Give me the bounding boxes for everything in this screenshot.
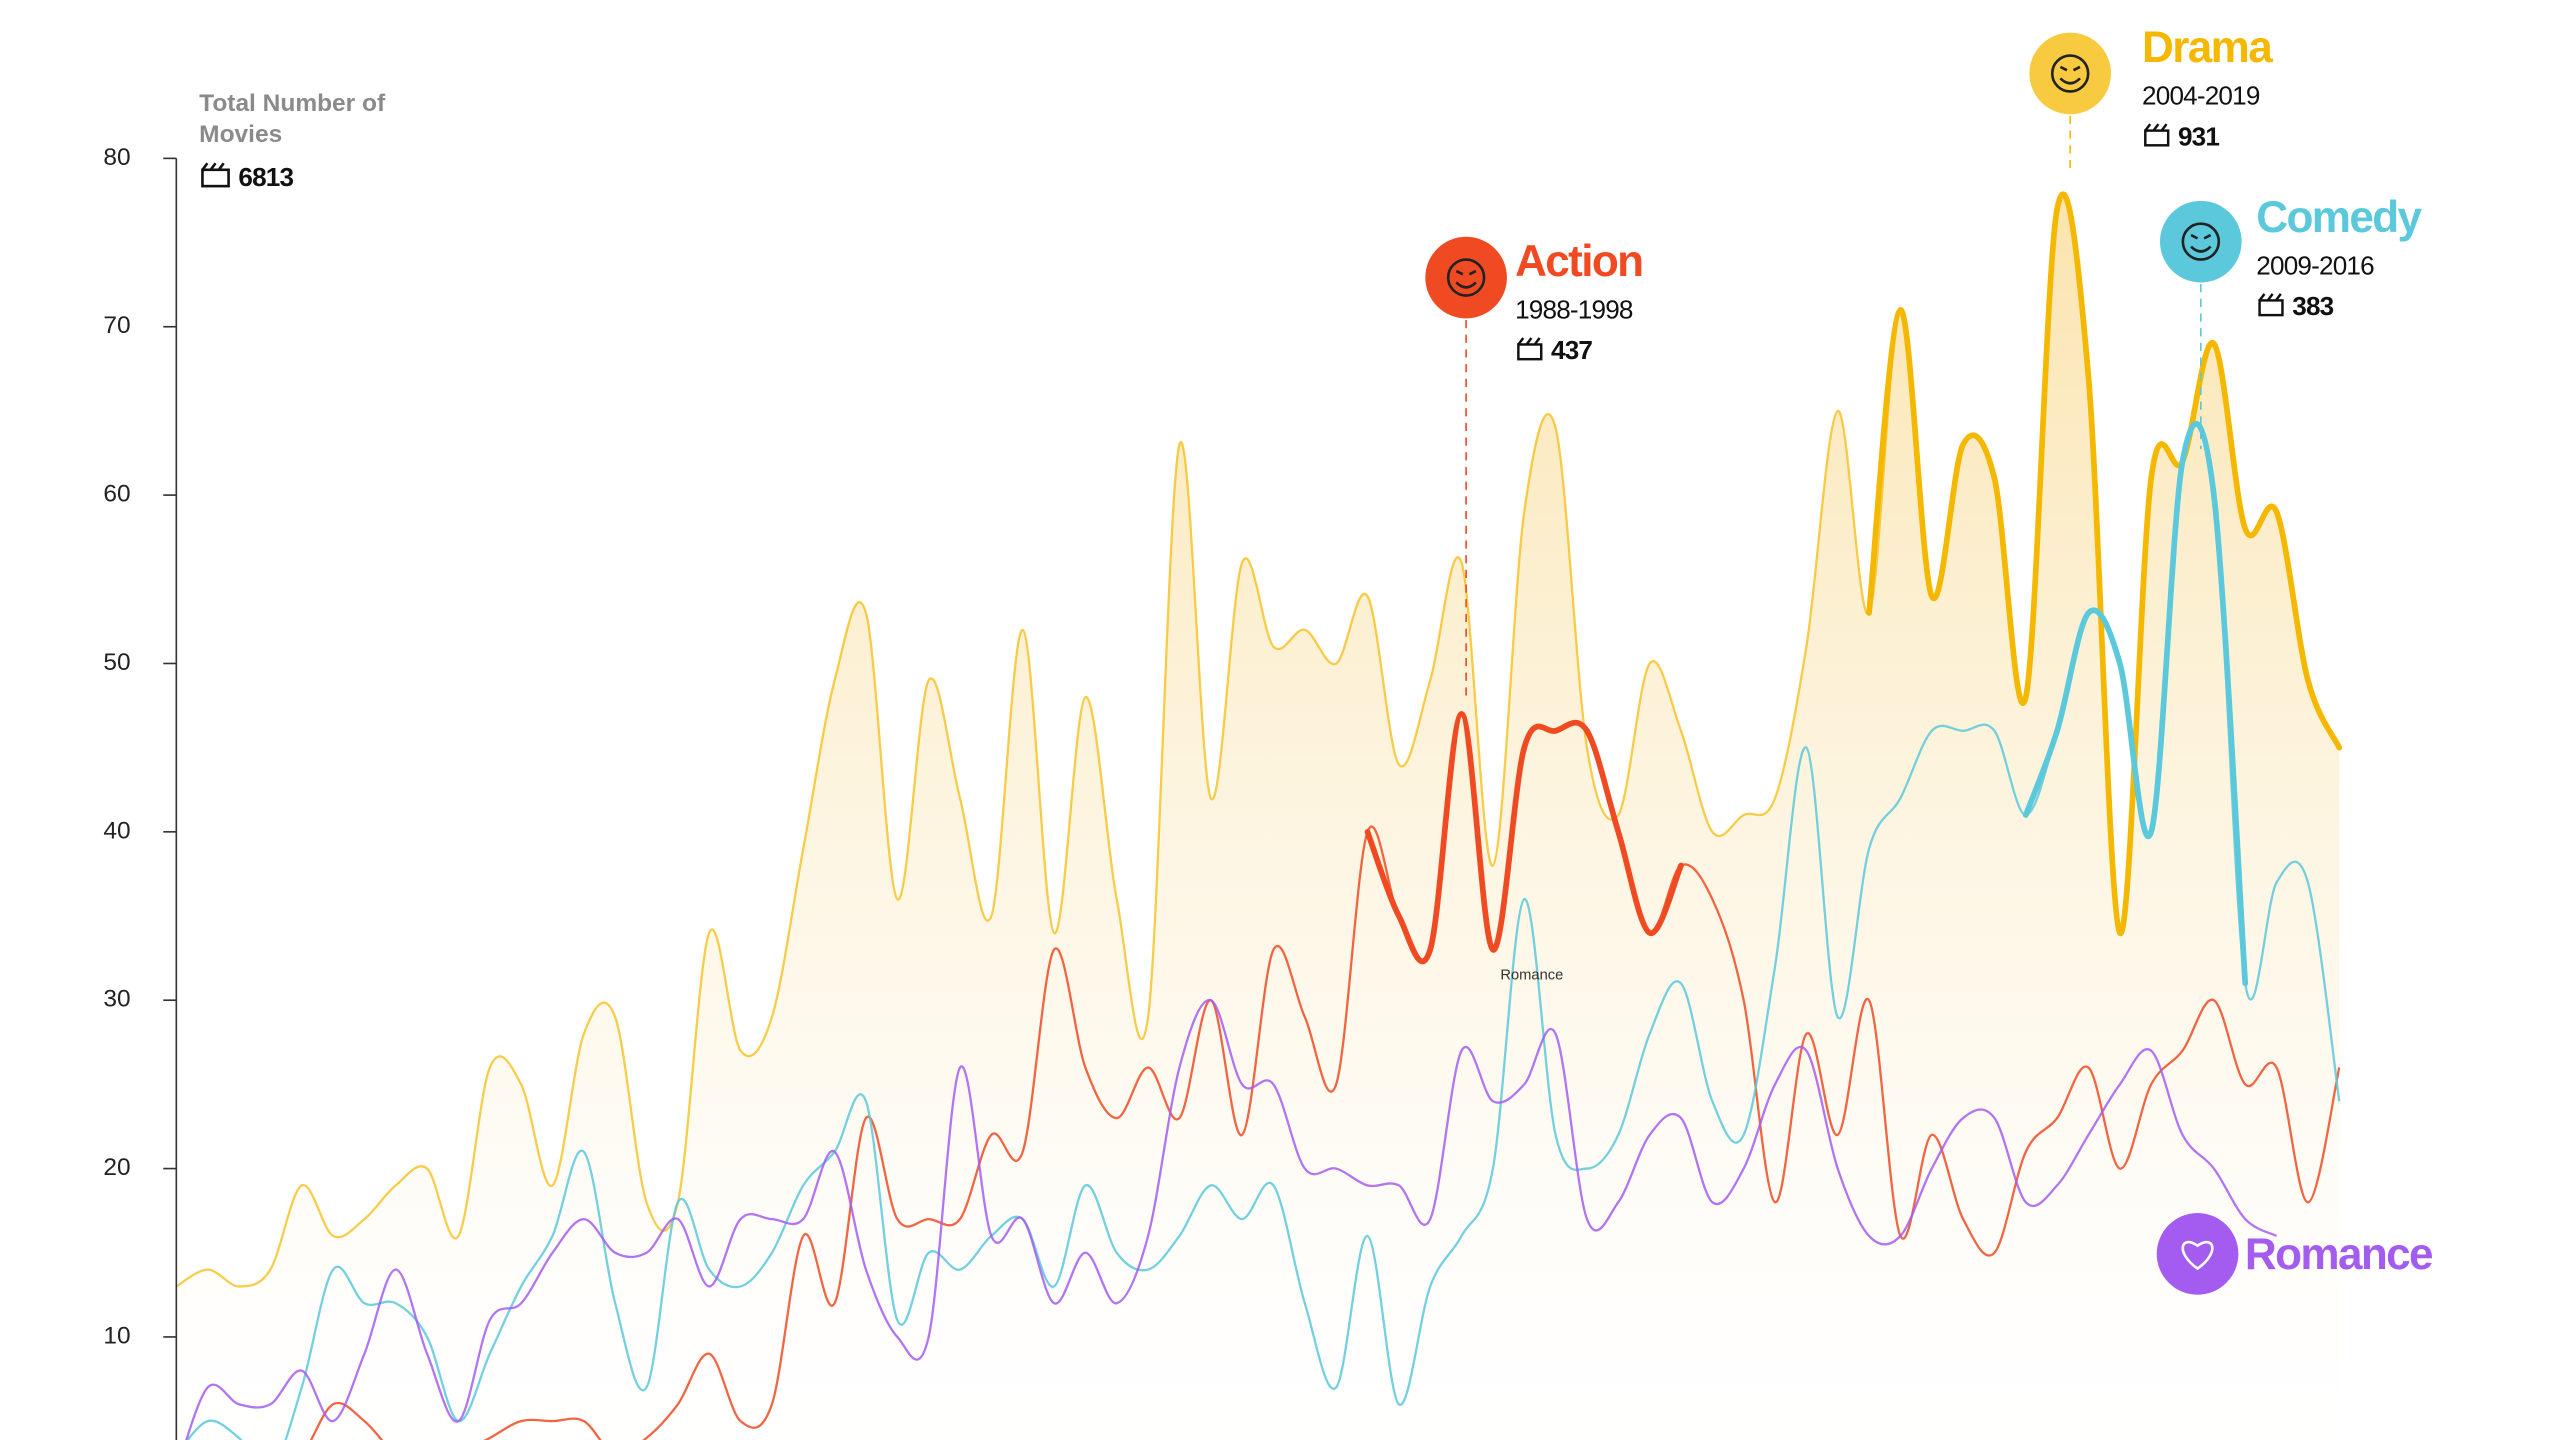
count-label: 383 (2292, 291, 2333, 321)
highlight-line (2022, 421, 2249, 987)
legend-entry: Romance (2245, 1230, 2432, 1279)
eyes (1455, 269, 1477, 276)
face (2050, 54, 2090, 93)
highlight-line (1866, 191, 2343, 936)
icon-glyph (1446, 258, 1486, 297)
legend-entry: Comedy (2256, 193, 2422, 242)
period-label: 2004-2019 (2142, 80, 2260, 110)
clapper-body (2258, 299, 2284, 317)
highlight-line (1364, 711, 1684, 965)
face (1446, 258, 1486, 297)
mouth (2190, 245, 2212, 253)
legend-entry: Drama (2142, 23, 2273, 72)
clapper-body (1517, 343, 1543, 361)
legend-entry: Action (1515, 237, 1642, 286)
y-tick-label: 50 (103, 649, 130, 676)
axis-label-box: Total Number of Movies (199, 89, 386, 149)
mouth (1455, 281, 1477, 289)
icon-glyph (2181, 1240, 2214, 1271)
genre-icon (2029, 32, 2112, 115)
total-count: 6813 (201, 162, 294, 192)
clapper-top (2258, 293, 2282, 302)
icon-glyph (2050, 54, 2090, 93)
heart (2181, 1240, 2214, 1271)
y-tick-label: 80 (103, 144, 130, 171)
total-value: 6813 (238, 162, 293, 192)
line (309, 712, 2341, 1440)
period-label: 2009-2016 (2256, 250, 2374, 280)
y-tick-label: 60 (103, 481, 130, 508)
highlight-layer (1364, 191, 2343, 987)
period-label: 1988-1998 (1515, 294, 1633, 324)
clapper-icon (1517, 337, 1543, 361)
series-annotation: Drama 2004-2019 931 (2029, 23, 2275, 172)
clapper-body (2144, 129, 2170, 147)
area-layer (176, 194, 2340, 1440)
clapper-icon (2144, 123, 2170, 147)
clapper-icon (201, 162, 230, 188)
area (176, 194, 2340, 1440)
line (185, 999, 2278, 1440)
genre-icon (2160, 200, 2242, 283)
axis-label: Total Number of Movies (199, 89, 386, 149)
y-tick-label: 10 (103, 1322, 130, 1349)
y-tick-label: 20 (103, 1154, 130, 1181)
y-tick-label: 70 (103, 312, 130, 339)
face (2181, 222, 2221, 261)
mouth (2059, 77, 2081, 85)
series-annotation: Comedy 2009-2016 383 (2160, 193, 2424, 449)
eyes (2059, 65, 2081, 72)
stray-label: Romance (1500, 968, 1563, 984)
icon-glyph (2181, 222, 2221, 261)
genre-icon (2156, 1213, 2239, 1295)
annotation-layer: Drama 2004-2019 931 Action 1988-1998 437 Comed… (1425, 23, 2434, 1295)
clapper-top (1517, 337, 1541, 346)
eyes (2190, 233, 2212, 240)
genre-icon (1425, 236, 1507, 319)
clapper-icon (2258, 293, 2284, 317)
y-tick-label: 30 (103, 986, 130, 1013)
clapper-top (2144, 123, 2168, 132)
count-label: 437 (1551, 335, 1592, 365)
series-annotation: Action 1988-1998 437 (1425, 236, 1644, 703)
series-annotation: Romance (2156, 1213, 2434, 1295)
count-label: 931 (2178, 121, 2219, 151)
y-tick-label: 40 (103, 817, 130, 844)
